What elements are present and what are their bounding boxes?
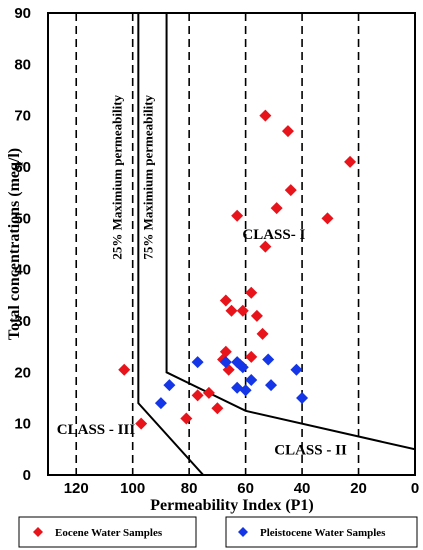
legend-marker: [238, 527, 248, 537]
y-tick-label: 90: [14, 5, 31, 22]
data-point: [225, 304, 238, 317]
data-point: [296, 392, 309, 404]
plot-frame: [47, 12, 416, 476]
data-point: [163, 379, 176, 392]
x-tick-label: 120: [64, 480, 89, 497]
legend-label: Pleistocene Water Samples: [260, 527, 386, 539]
data-point: [262, 353, 275, 366]
y-tick-label: 60: [14, 159, 31, 176]
boundary-line-label: 75% Maximium permeability: [140, 94, 155, 259]
y-tick-label: 30: [14, 313, 31, 330]
data-point: [180, 412, 193, 425]
y-axis-title: Total concentrations (meq/l): [6, 148, 23, 340]
x-tick-label: 80: [181, 480, 198, 497]
legend-box: [18, 516, 197, 548]
legend: Eocene Water Samples Pleistocene Water Sa…: [18, 516, 418, 548]
data-point: [259, 109, 272, 122]
class-label: CLASS - II: [274, 442, 347, 458]
legend-marker: [33, 527, 43, 537]
x-tick-label: 60: [237, 480, 254, 497]
data-point: [290, 363, 303, 376]
y-tick-label: 10: [14, 416, 31, 433]
data-point: [344, 155, 357, 168]
data-points: [118, 109, 357, 430]
legend-box: [225, 516, 418, 548]
y-tick-label: 70: [14, 108, 31, 125]
data-point: [236, 304, 249, 317]
data-point: [191, 356, 204, 369]
data-point: [250, 309, 263, 322]
y-tick-label: 80: [14, 56, 31, 73]
data-point: [202, 386, 215, 399]
legend-label: Eocene Water Samples: [55, 527, 163, 539]
x-tick-label: 0: [411, 480, 419, 497]
data-point: [211, 402, 224, 415]
annotations: 25% Maximium permeability 75% Maximium pe…: [57, 94, 347, 458]
data-point: [154, 397, 167, 410]
class-boundaries: [137, 13, 415, 475]
data-point: [219, 294, 232, 307]
data-point: [265, 379, 278, 392]
y-axis-ticks: 0 10 20 30 40 50 60 70 80 90: [14, 5, 31, 484]
y-tick-label: 0: [23, 467, 31, 484]
x-axis-title: Permeability Index (P1): [150, 497, 314, 514]
boundary-line: [137, 13, 205, 475]
data-point: [135, 417, 148, 430]
y-tick-label: 50: [14, 210, 31, 227]
data-point: [191, 389, 204, 402]
y-tick-label: 20: [14, 364, 31, 381]
data-point: [118, 363, 131, 376]
data-point: [259, 240, 272, 253]
data-point: [256, 327, 269, 340]
x-tick-label: 100: [120, 480, 145, 497]
x-tick-label: 20: [350, 480, 367, 497]
x-tick-label: 40: [294, 480, 311, 497]
x-axis-ticks: 120 100 80 60 40 20 0: [64, 480, 419, 497]
data-point: [231, 209, 244, 222]
data-point: [270, 202, 283, 215]
data-point: [281, 125, 294, 138]
data-point: [236, 361, 249, 374]
y-tick-label: 40: [14, 262, 31, 279]
data-point: [245, 374, 258, 387]
data-point: [245, 286, 258, 299]
data-point: [219, 356, 232, 369]
boundary-line-label: 25% Maximium permeability: [109, 94, 124, 259]
class-label: CLASS - III: [57, 422, 136, 438]
data-point: [284, 184, 297, 197]
data-point: [245, 350, 258, 363]
class-label: CLASS- I: [242, 227, 305, 243]
data-point: [239, 384, 252, 397]
data-point: [321, 212, 334, 225]
